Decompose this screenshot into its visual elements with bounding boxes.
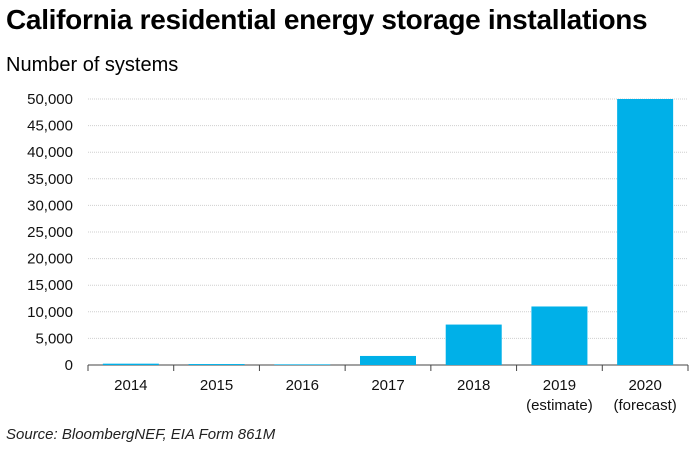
y-tick-label: 20,000: [27, 251, 73, 268]
y-tick-label: 10,000: [27, 304, 73, 321]
x-tick-label: 2019: [543, 377, 576, 394]
x-tick-label: (forecast): [613, 397, 676, 414]
x-tick-label: 2018: [457, 377, 490, 394]
bar: [360, 355, 416, 365]
bar: [274, 364, 331, 365]
y-tick-label: 30,000: [27, 197, 73, 214]
bar: [617, 99, 674, 365]
x-tick-label: 2020: [628, 377, 661, 394]
x-tick-label: (estimate): [526, 397, 593, 414]
y-tick-label: 15,000: [27, 277, 73, 294]
x-tick-label: 2017: [371, 377, 404, 394]
y-tick-label: 50,000: [27, 91, 73, 108]
x-tick-label: 2015: [200, 377, 233, 394]
y-tick-label: 45,000: [27, 118, 73, 135]
x-tick-label: 2016: [286, 377, 319, 394]
y-tick-label: 35,000: [27, 171, 73, 188]
x-tick-label: 2014: [114, 377, 147, 394]
y-axis-label: Number of systems: [6, 54, 179, 76]
y-tick-label: 40,000: [27, 144, 73, 161]
chart-title: California residential energy storage in…: [6, 4, 648, 35]
y-tick-label: 0: [65, 357, 73, 374]
y-tick-label: 5,000: [35, 330, 73, 347]
bar: [102, 363, 159, 365]
y-tick-label: 25,000: [27, 224, 73, 241]
bar: [188, 364, 245, 365]
source-note: Source: BloombergNEF, EIA Form 861M: [6, 426, 276, 443]
bar: [531, 306, 588, 365]
bar: [445, 324, 502, 365]
